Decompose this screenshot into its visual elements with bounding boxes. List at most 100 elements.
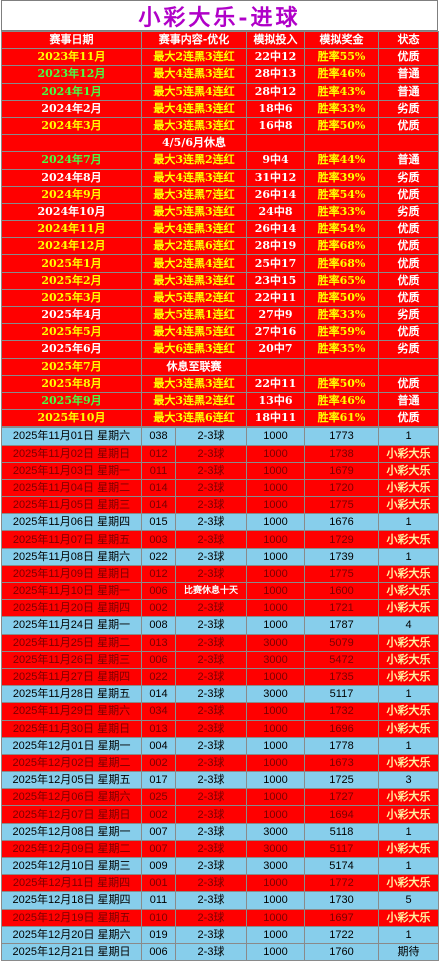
summary-status-cell[interactable]: [378, 134, 439, 153]
daily-prize-cell[interactable]: 1727: [304, 788, 379, 807]
daily-status-cell[interactable]: 小彩大乐: [378, 633, 439, 652]
daily-prize-cell[interactable]: 1760: [304, 942, 379, 961]
daily-invest-cell[interactable]: 3000: [246, 685, 305, 704]
summary-content-cell[interactable]: 最大5连黑3连红: [141, 202, 247, 222]
daily-play-cell[interactable]: 2-3球: [175, 839, 247, 859]
summary-date-cell[interactable]: 2025年3月: [1, 288, 142, 308]
summary-invest-cell[interactable]: 28中13: [246, 65, 305, 84]
daily-num-cell[interactable]: 038: [141, 427, 176, 446]
summary-invest-cell[interactable]: 26中14: [246, 185, 305, 204]
daily-status-cell[interactable]: 小彩大乐: [378, 702, 439, 721]
daily-invest-cell[interactable]: 1000: [246, 753, 305, 773]
daily-num-cell[interactable]: 025: [141, 788, 176, 807]
daily-prize-cell[interactable]: 1720: [304, 478, 379, 498]
summary-content-cell[interactable]: 最大3连黑3连红: [141, 116, 247, 136]
summary-prize-cell[interactable]: 胜率35%: [304, 340, 379, 359]
daily-date-cell[interactable]: 2025年11月27日 星期四: [1, 667, 142, 687]
daily-num-cell[interactable]: 007: [141, 822, 176, 841]
summary-status-cell[interactable]: 劣质: [378, 340, 439, 359]
summary-invest-cell[interactable]: 25中17: [246, 254, 305, 273]
summary-content-cell[interactable]: 最大3连黑3连红: [141, 374, 247, 393]
daily-prize-cell[interactable]: 1679: [304, 461, 379, 480]
summary-invest-cell[interactable]: 9中4: [246, 151, 305, 170]
summary-status-cell[interactable]: 优质: [378, 374, 439, 393]
daily-prize-cell[interactable]: 1775: [304, 564, 379, 584]
daily-invest-cell[interactable]: 3000: [246, 633, 305, 652]
summary-status-cell[interactable]: 优质: [378, 237, 439, 256]
daily-status-cell[interactable]: 1: [378, 427, 439, 446]
summary-status-cell[interactable]: 优质: [378, 288, 439, 308]
summary-status-cell[interactable]: 优质: [378, 323, 439, 342]
daily-prize-cell[interactable]: 1697: [304, 908, 379, 927]
daily-play-cell[interactable]: 2-3球: [175, 650, 247, 669]
summary-prize-cell[interactable]: 胜率46%: [304, 391, 379, 411]
summary-note-cell[interactable]: 休息至联赛: [141, 357, 247, 376]
daily-date-cell[interactable]: 2025年12月05日 星期五: [1, 771, 142, 790]
daily-prize-cell[interactable]: 1772: [304, 874, 379, 893]
daily-date-cell[interactable]: 2025年12月10日 星期三: [1, 856, 142, 876]
daily-prize-cell[interactable]: 1694: [304, 805, 379, 824]
summary-date-cell[interactable]: 2025年5月: [1, 323, 142, 342]
daily-prize-cell[interactable]: 1721: [304, 599, 379, 618]
summary-prize-cell[interactable]: 胜率59%: [304, 323, 379, 342]
summary-status-cell[interactable]: 劣质: [378, 305, 439, 325]
daily-invest-cell[interactable]: 1000: [246, 667, 305, 687]
daily-num-cell[interactable]: 007: [141, 839, 176, 859]
daily-date-cell[interactable]: 2025年11月01日 星期六: [1, 427, 142, 446]
daily-num-cell[interactable]: 013: [141, 719, 176, 738]
daily-invest-cell[interactable]: 1000: [246, 478, 305, 498]
daily-date-cell[interactable]: 2025年12月09日 星期二: [1, 839, 142, 859]
summary-content-cell[interactable]: 最大5连黑2连红: [141, 288, 247, 308]
daily-prize-cell[interactable]: 5117: [304, 839, 379, 859]
daily-play-cell[interactable]: 2-3球: [175, 925, 247, 944]
daily-num-cell[interactable]: 015: [141, 513, 176, 532]
daily-invest-cell[interactable]: 1000: [246, 891, 305, 910]
summary-date-cell[interactable]: 2025年4月: [1, 305, 142, 325]
summary-content-cell[interactable]: 最大4连黑3连红: [141, 99, 247, 118]
daily-invest-cell[interactable]: 3000: [246, 822, 305, 841]
daily-play-cell[interactable]: 2-3球: [175, 942, 247, 961]
summary-invest-cell[interactable]: 27中16: [246, 323, 305, 342]
summary-content-cell[interactable]: 最大4连黑5连红: [141, 323, 247, 342]
summary-status-cell[interactable]: 普通: [378, 65, 439, 84]
summary-date-cell[interactable]: 2025年9月: [1, 391, 142, 411]
daily-date-cell[interactable]: 2025年11月10日 星期一: [1, 581, 142, 601]
daily-date-cell[interactable]: 2025年11月26日 星期三: [1, 650, 142, 669]
daily-invest-cell[interactable]: 1000: [246, 719, 305, 738]
summary-status-cell[interactable]: 优质: [378, 185, 439, 204]
summary-status-cell[interactable]: 普通: [378, 82, 439, 101]
summary-status-cell[interactable]: 优质: [378, 220, 439, 239]
daily-num-cell[interactable]: 017: [141, 771, 176, 790]
daily-num-cell[interactable]: 019: [141, 925, 176, 944]
daily-status-cell[interactable]: 期待: [378, 942, 439, 961]
daily-status-cell[interactable]: 小彩大乐: [378, 581, 439, 601]
summary-date-cell[interactable]: 2025年7月: [1, 357, 142, 376]
summary-prize-cell[interactable]: 胜率65%: [304, 271, 379, 290]
daily-play-cell[interactable]: 2-3球: [175, 736, 247, 755]
daily-prize-cell[interactable]: 1676: [304, 513, 379, 532]
daily-play-cell[interactable]: 2-3球: [175, 513, 247, 532]
daily-play-cell[interactable]: 2-3球: [175, 667, 247, 687]
daily-invest-cell[interactable]: 3000: [246, 856, 305, 876]
summary-content-cell[interactable]: 最大3连黑2连红: [141, 391, 247, 411]
summary-status-cell[interactable]: 普通: [378, 151, 439, 170]
daily-num-cell[interactable]: 004: [141, 736, 176, 755]
daily-play-cell[interactable]: 2-3球: [175, 908, 247, 927]
daily-status-cell[interactable]: 小彩大乐: [378, 478, 439, 498]
daily-num-cell[interactable]: 014: [141, 685, 176, 704]
summary-invest-cell[interactable]: 28中12: [246, 82, 305, 101]
daily-prize-cell[interactable]: 5079: [304, 633, 379, 652]
summary-invest-cell[interactable]: 27中9: [246, 305, 305, 325]
summary-status-cell[interactable]: 优质: [378, 271, 439, 290]
daily-play-cell[interactable]: 2-3球: [175, 547, 247, 566]
daily-prize-cell[interactable]: 1729: [304, 530, 379, 549]
summary-invest-cell[interactable]: [246, 134, 305, 153]
summary-invest-cell[interactable]: 22中12: [246, 48, 305, 67]
summary-content-cell[interactable]: 最大3连黑2连红: [141, 151, 247, 170]
summary-invest-cell[interactable]: 18中11: [246, 409, 305, 428]
daily-status-cell[interactable]: 小彩大乐: [378, 839, 439, 859]
daily-date-cell[interactable]: 2025年11月20日 星期四: [1, 599, 142, 618]
daily-status-cell[interactable]: 1: [378, 925, 439, 944]
daily-date-cell[interactable]: 2025年12月18日 星期四: [1, 891, 142, 910]
daily-prize-cell[interactable]: 1787: [304, 616, 379, 635]
